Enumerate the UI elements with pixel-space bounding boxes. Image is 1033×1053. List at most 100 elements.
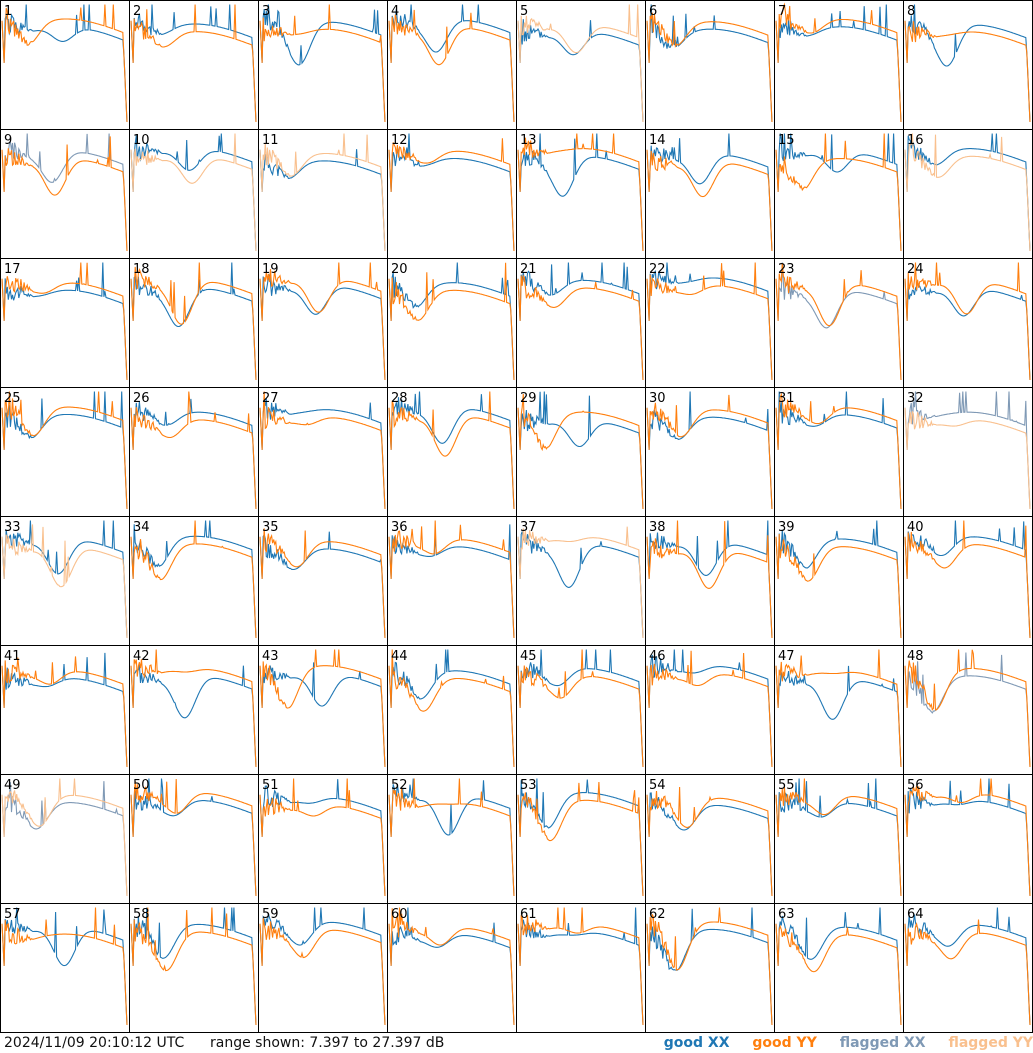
panel-50: 50 [129,774,259,904]
panel-frame [645,129,775,259]
panel-34-yy-line [130,520,257,639]
panel-label: 3 [262,4,270,19]
panel-frame [645,645,775,775]
panel-60: 60 [387,903,517,1033]
panel-7: 7 [774,0,904,130]
panel-6-yy-line [646,12,773,123]
panel-20-yy-line [388,262,515,381]
legend-good-yy: good YY [752,1035,817,1051]
panel-29: 29 [516,387,646,517]
panel-13-xx-line [517,133,644,252]
panel-21-yy-line [517,274,644,381]
panel-frame [903,258,1033,388]
panel-frame [903,903,1033,1033]
panel-40-yy-line [904,520,1031,639]
panel-label: 1 [4,4,12,19]
panel-frame [129,903,259,1033]
panel-3-xx-line [259,4,386,123]
panel-28-yy-line [388,391,515,510]
panel-1-yy-line [1,4,128,123]
panel-14-xx-line [646,133,773,252]
panel-49: 49 [0,774,130,904]
panel-label: 7 [778,4,786,19]
panel-label: 9 [4,133,12,148]
panel-16: 16 [903,129,1033,259]
panel-38-yy-line [646,520,773,639]
panel-58-yy-line [130,907,257,1026]
panel-3-yy-line [259,4,386,123]
panel-64-yy-line [904,919,1031,1026]
panel-label: 12 [391,133,408,148]
panel-23-xx-line [775,262,902,381]
panel-50-yy-line [130,778,257,897]
panel-frame [387,0,517,130]
panel-frame [903,516,1033,646]
panel-34: 34 [129,516,259,646]
panel-label: 8 [907,4,915,19]
panel-label: 18 [133,262,150,277]
panel-36-xx-line [388,524,515,639]
panel-label: 54 [649,778,666,793]
panel-35-yy-line [259,528,386,639]
panel-label: 10 [133,133,150,148]
panel-63-yy-line [775,923,902,1026]
panel-label: 47 [778,649,795,664]
panel-24-yy-line [904,262,1031,381]
panel-frame [258,0,388,130]
panel-label: 21 [520,262,537,277]
panel-15: 15 [774,129,904,259]
panel-frame [903,0,1033,130]
panel-9-xx-line [1,133,128,252]
panel-32-yy-line [904,407,1031,510]
panel-label: 61 [520,907,537,922]
panel-48-xx-line [904,652,1031,768]
panel-39-yy-line [775,533,902,639]
panel-3: 3 [258,0,388,130]
panel-frame [774,645,904,775]
panel-label: 40 [907,520,924,535]
panel-40: 40 [903,516,1033,646]
panel-44-yy-line [388,649,515,768]
panel-label: 20 [391,262,408,277]
panel-17: 17 [0,258,130,388]
panel-label: 63 [778,907,795,922]
panel-57-yy-line [1,907,128,1026]
panel-frame [129,387,259,517]
panel-56-xx-line [904,778,1031,897]
panel-7-yy-line [775,2,902,123]
panel-31: 31 [774,387,904,517]
panel-45-yy-line [517,649,644,768]
panel-label: 27 [262,391,279,406]
panel-label: 43 [262,649,279,664]
panel-label: 31 [778,391,795,406]
panel-30-yy-line [646,394,773,510]
panel-frame [0,258,130,388]
panel-20: 20 [387,258,517,388]
panel-60-xx-line [388,907,515,1026]
panel-frame [0,0,130,130]
panel-frame [516,0,646,130]
panel-43-yy-line [259,649,386,768]
panel-53-yy-line [517,781,644,897]
panel-label: 62 [649,907,666,922]
panel-frame [774,903,904,1033]
panel-41-yy-line [1,656,128,768]
panel-44-xx-line [388,649,515,768]
panel-33: 33 [0,516,130,646]
panel-23-yy-line [775,262,902,381]
panel-label: 51 [262,778,279,793]
panel-47-xx-line [775,665,902,768]
range-label: range shown: 7.397 to 27.397 dB [210,1035,445,1051]
panel-label: 39 [778,520,795,535]
panel-frame [258,387,388,517]
panel-label: 45 [520,649,537,664]
panel-frame [387,258,517,388]
panel-label: 64 [907,907,924,922]
panel-11-yy-line [259,133,386,252]
panel-45-xx-line [517,649,644,768]
panel-51-yy-line [259,778,386,897]
panel-33-yy-line [1,524,128,639]
panel-25-xx-line [1,391,128,510]
panel-53: 53 [516,774,646,904]
panel-frame [258,645,388,775]
